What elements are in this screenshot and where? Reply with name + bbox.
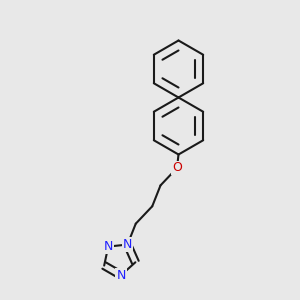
Text: O: O — [172, 161, 182, 175]
Text: N: N — [103, 240, 113, 253]
Text: N: N — [116, 269, 126, 282]
Text: N: N — [123, 238, 132, 251]
